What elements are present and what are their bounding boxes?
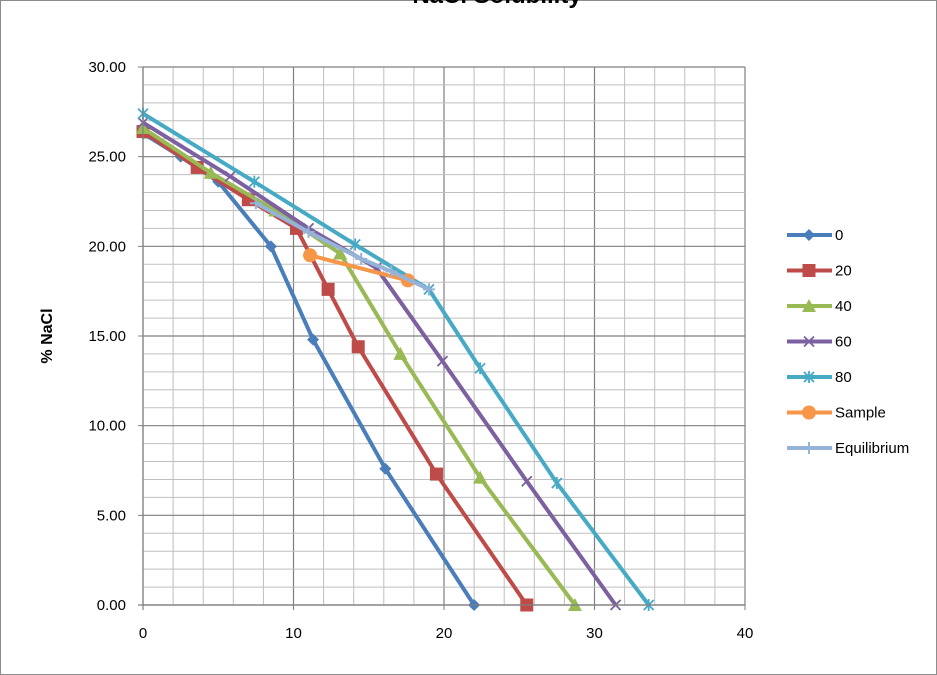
series-0 [137,127,481,611]
legend-label: 60 [835,334,852,351]
data-point [474,362,486,375]
series-line [141,129,529,607]
legend-label: Sample [835,405,886,422]
data-point [264,240,277,253]
legend-label: 40 [835,298,852,315]
x-tick-label: 10 [285,625,302,642]
y-tick-label: 15.00 [88,328,126,345]
x-tick-label: 30 [586,625,603,642]
chart-title: NaCl Solubility [412,0,582,9]
data-point [436,355,449,367]
data-point [351,340,365,354]
legend: 0 20 40 60 80 Sample Equilibrium [787,227,909,457]
legend-label: Equilibrium [835,440,909,457]
series-layer [136,107,655,612]
data-point [321,282,335,296]
legend-label: 20 [835,263,852,280]
legend-label: 0 [835,227,843,244]
data-point [224,170,236,183]
x-tick-label: 0 [139,625,147,642]
legend-label: 80 [835,369,852,386]
y-tick-label: 10.00 [88,418,126,435]
legend-marker [803,335,815,348]
grid [142,66,746,606]
data-point [551,477,563,490]
series-line [141,120,618,607]
legend-marker [803,229,815,241]
legend-item-60: 60 [787,334,852,351]
y-tick-label: 30.00 [88,59,126,76]
data-point [429,467,443,481]
data-point [302,225,315,238]
y-tick-label: 0.00 [97,597,126,614]
legend-item-20: 20 [787,263,852,280]
data-point [422,283,435,296]
legend-marker [803,442,815,454]
series-line [141,131,476,607]
series-equilibrium [249,197,435,296]
data-point [521,475,533,487]
axes: 0 10 20 30 40 0.00 5.00 10.00 15.00 20.00 25.00 30.… [88,59,753,642]
data-point [349,238,361,251]
legend-marker [802,299,816,312]
y-tick-label: 20.00 [88,238,126,255]
legend-item-sample: Sample [787,405,886,422]
y-tick-label: 25.00 [88,149,126,166]
data-point [393,346,408,360]
data-point [307,333,320,346]
legend-marker [802,405,816,420]
legend-marker [802,264,816,277]
data-point [355,252,368,265]
x-tick-label: 20 [436,625,453,642]
y-axis-title: % NaCl [39,308,56,363]
data-point [473,470,488,484]
data-point [203,165,218,179]
y-tick-label: 5.00 [97,507,126,524]
x-tick-label: 40 [737,625,754,642]
data-point [249,197,262,210]
series-60 [137,116,622,611]
legend-item-0: 0 [787,227,843,244]
legend-item-80: 80 [787,369,852,386]
data-point [303,248,318,263]
legend-item-40: 40 [787,298,852,315]
legend-marker [803,371,815,383]
data-point [333,246,348,260]
data-point [385,265,398,278]
legend-item-equilibrium: Equilibrium [787,440,909,457]
data-point [248,175,261,188]
data-point [379,462,392,475]
